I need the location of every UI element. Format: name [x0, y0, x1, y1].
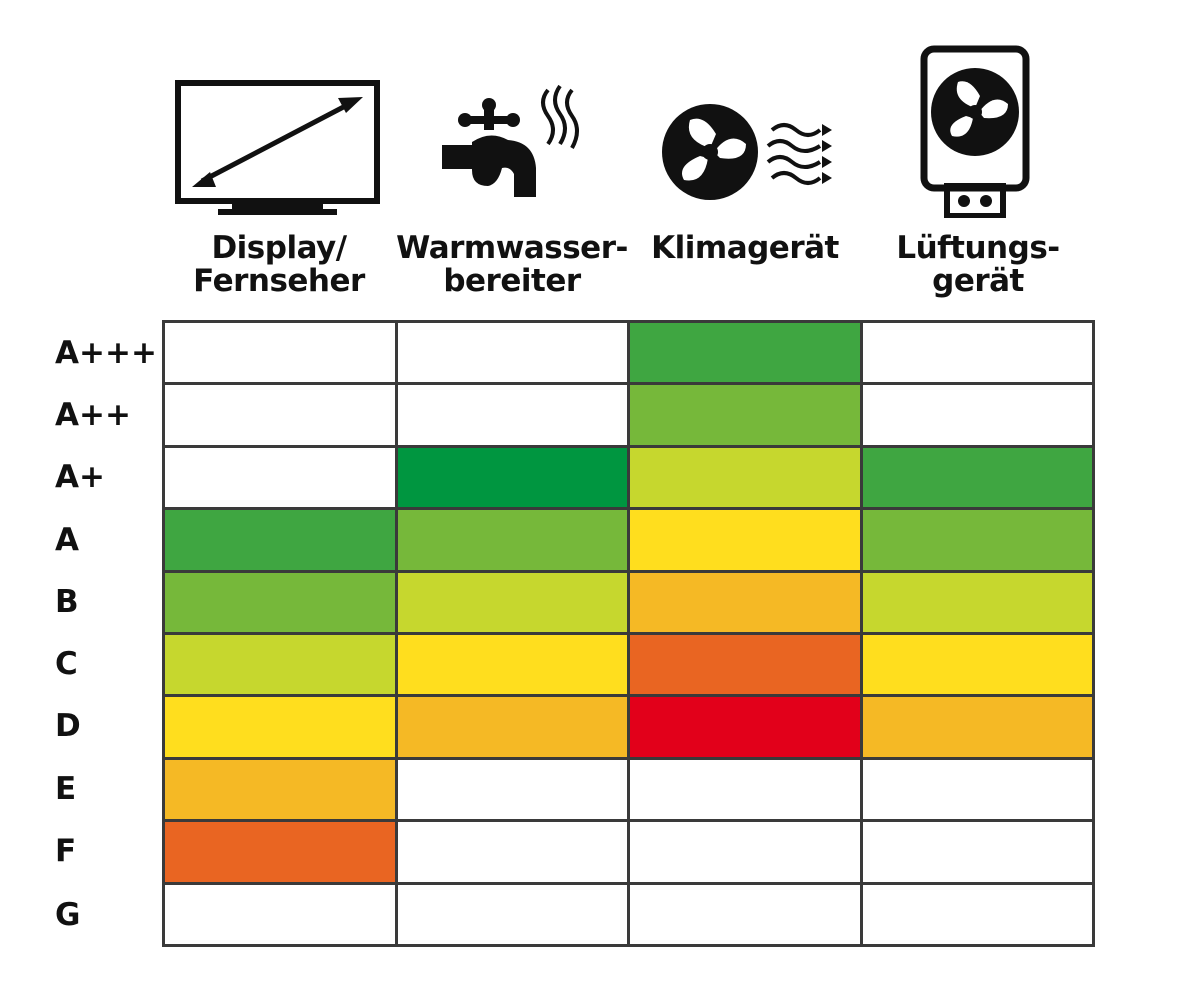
- grid-cell: [859, 756, 1095, 823]
- grid-cell: [859, 444, 1095, 511]
- column-header-display: Display/ Fernseher: [163, 232, 395, 298]
- row-label: A+++: [55, 335, 157, 371]
- grid-cell: [627, 382, 863, 448]
- grid-cell: [394, 694, 630, 760]
- column-header-line1: Klimagerät: [651, 230, 839, 266]
- grid-cell: [627, 631, 863, 698]
- grid-cell: [627, 569, 863, 635]
- grid-cell: [859, 319, 1095, 386]
- row-label: A+: [55, 459, 105, 495]
- grid-cell: [627, 819, 863, 885]
- grid-cell: [162, 881, 398, 948]
- column-header-line1: Display/: [211, 230, 347, 266]
- grid-cell: [627, 756, 863, 823]
- column-header-line1: Warmwasser-: [396, 230, 628, 266]
- grid-cell: [859, 382, 1095, 448]
- grid-cell: [162, 819, 398, 885]
- row-label: B: [55, 584, 79, 620]
- grid-cell: [394, 881, 630, 948]
- grid-cell: [162, 444, 398, 511]
- grid-cell: [394, 819, 630, 885]
- column-header-line1: Lüftungs-: [896, 230, 1060, 266]
- grid-row: [162, 444, 1095, 511]
- row-label: D: [55, 708, 81, 744]
- grid-cell: [162, 319, 398, 386]
- grid-cell: [859, 819, 1095, 885]
- grid-row: [162, 694, 1095, 760]
- row-label: F: [55, 833, 77, 869]
- row-label: E: [55, 771, 77, 807]
- grid-cell: [859, 881, 1095, 948]
- column-header-luftungsgerat: Lüftungs- gerät: [862, 232, 1094, 298]
- energy-class-grid: [162, 319, 1095, 948]
- column-header-klimagerat: Klimagerät: [629, 232, 861, 265]
- grid-cell: [627, 507, 863, 573]
- grid-row: [162, 819, 1095, 885]
- grid-cell: [627, 694, 863, 760]
- column-header-line2: gerät: [932, 263, 1024, 299]
- grid-row: [162, 881, 1095, 948]
- grid-cell: [162, 382, 398, 448]
- grid-cell: [859, 507, 1095, 573]
- grid-row: [162, 569, 1095, 635]
- grid-row: [162, 319, 1095, 386]
- grid-cell: [859, 631, 1095, 698]
- column-header-line2: bereiter: [443, 263, 581, 299]
- row-label: A: [55, 522, 79, 558]
- row-label: A++: [55, 397, 131, 433]
- grid-cell: [162, 756, 398, 823]
- column-header-warmwasser: Warmwasser- bereiter: [396, 232, 628, 298]
- grid-cell: [394, 569, 630, 635]
- row-label: C: [55, 646, 78, 682]
- ventilation-unit-icon: [920, 45, 1030, 218]
- air-conditioner-fan-icon: [662, 104, 832, 200]
- hot-water-tap-icon: [442, 84, 579, 197]
- grid-row: [162, 507, 1095, 573]
- grid-row: [162, 756, 1095, 823]
- grid-cell: [162, 569, 398, 635]
- grid-cell: [394, 444, 630, 511]
- grid-cell: [627, 319, 863, 386]
- grid-cell: [394, 631, 630, 698]
- grid-row: [162, 382, 1095, 448]
- grid-cell: [394, 507, 630, 573]
- grid-cell: [394, 319, 630, 386]
- column-header-line2: Fernseher: [193, 263, 365, 299]
- grid-cell: [627, 881, 863, 948]
- grid-row: [162, 631, 1095, 698]
- tv-display-icon: [175, 80, 380, 215]
- grid-cell: [394, 382, 630, 448]
- grid-cell: [859, 569, 1095, 635]
- row-label: G: [55, 897, 81, 933]
- grid-cell: [162, 507, 398, 573]
- grid-cell: [162, 631, 398, 698]
- grid-cell: [394, 756, 630, 823]
- grid-cell: [162, 694, 398, 760]
- grid-cell: [627, 444, 863, 511]
- grid-cell: [859, 694, 1095, 760]
